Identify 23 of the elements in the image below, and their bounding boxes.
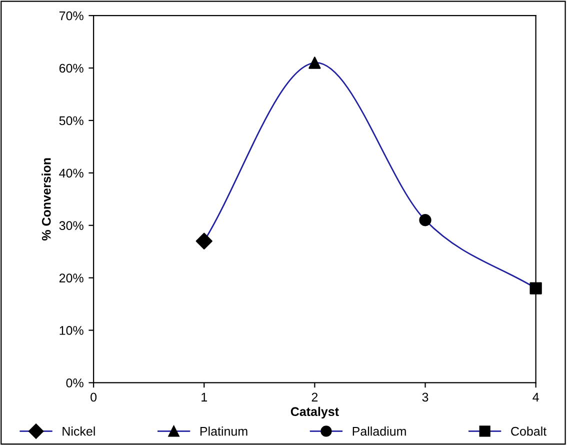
y-axis-title: % Conversion <box>42 158 51 240</box>
y-tick-label: 0% <box>66 378 84 388</box>
y-tick-label: 10% <box>60 326 84 335</box>
point <box>530 282 542 294</box>
legend-label: Nickel <box>62 426 95 436</box>
x-tick-label: 3 <box>422 392 428 402</box>
y-tick-label: 60% <box>59 64 84 73</box>
x-tick-label: 2 <box>312 392 318 402</box>
x-tick-label: 1 <box>202 392 207 402</box>
y-tick-label: 70% <box>59 11 84 20</box>
y-tick-label: 40% <box>59 168 84 178</box>
legend-label: Cobalt <box>511 426 546 436</box>
y-tick-label: 30% <box>59 221 84 230</box>
legend-label: Palladium <box>352 426 406 436</box>
point <box>308 56 321 69</box>
y-tick-label: 50% <box>59 116 84 126</box>
point <box>196 232 212 250</box>
x-tick-label: 0 <box>90 392 97 402</box>
y-tick-label: 20% <box>59 274 84 282</box>
legend-label: Platinum <box>200 426 248 436</box>
x-tick-label: 4 <box>532 392 539 402</box>
point <box>419 214 432 226</box>
x-axis-title: Catalyst <box>290 406 339 419</box>
